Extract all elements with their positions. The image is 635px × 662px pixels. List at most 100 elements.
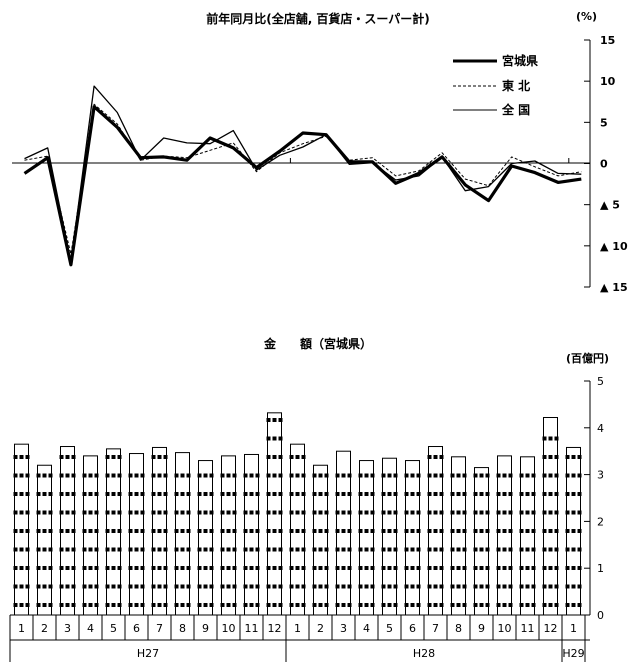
bar-pattern-dot [151,510,156,515]
bar-pattern-dot [88,566,93,570]
bar-pattern-dot [519,566,524,570]
bar-pattern-dot [485,566,490,570]
bar-pattern-dot [111,510,116,515]
bar-pattern-dot [554,436,559,441]
bar-pattern-dot [295,455,300,459]
bar-pattern-dot [295,603,300,607]
bar-pattern-dot [565,547,570,552]
bar-pattern-dot [289,566,294,570]
bar-pattern-dot [232,566,237,570]
bar-pattern-dot [496,603,501,607]
bar-pattern-dot [571,473,576,478]
bar-pattern-dot [416,584,421,589]
bar [519,456,536,616]
bar-pattern-dot [312,510,317,515]
bar-pattern-dot [387,584,392,589]
bar-pattern-dot [450,547,455,552]
bar-pattern-dot [255,584,260,589]
bar-pattern-dot [19,510,24,515]
bar-x-tick-label: 1 [570,622,577,635]
bar-pattern-dot [433,603,438,607]
bar-pattern-dot [577,547,582,552]
bar-pattern-dot [82,510,87,515]
bar-pattern-dot [226,547,231,552]
bar-pattern-dot [335,603,340,607]
bar-pattern-dot [485,473,490,478]
bar-pattern-dot [13,473,18,478]
bar-pattern-dot [117,547,122,552]
bar-pattern-dot [439,455,444,459]
bar-pattern-dot [157,473,162,478]
bar-pattern-dot [496,510,501,515]
bar-pattern-dot [48,473,53,478]
bar-pattern-dot [88,584,93,589]
bar-pattern-dot [266,473,271,478]
bar-pattern-dot [243,566,248,570]
bar [358,460,375,616]
bar-pattern-dot [479,603,484,607]
bar [174,452,191,616]
bar-pattern-dot [433,455,438,459]
bar-pattern-dot [531,492,536,496]
bar-pattern-dot [255,547,260,552]
bar-rect [474,467,489,616]
bar-pattern-dot [508,529,513,533]
bar-pattern-dot [416,547,421,552]
bar-pattern-dot [151,455,156,459]
bar-pattern-dot [473,584,478,589]
series-line-national [24,85,582,263]
bar-pattern-dot [479,473,484,478]
bar-pattern-dot [370,492,375,496]
bar-pattern-dot [542,566,547,570]
bar-pattern-dot [571,455,576,459]
bar-pattern-dot [312,473,317,478]
bar-pattern-dot [48,547,53,552]
bar-group-label: H27 [137,647,159,660]
bar-y-tick-label: 2 [597,515,604,528]
bar-pattern-dot [249,547,254,552]
bar-pattern-dot [439,510,444,515]
bar-pattern-dot [577,473,582,478]
bar-pattern-dot [65,547,70,552]
line-y-tick-label: ▲ 15 [600,281,628,294]
bar-pattern-dot [255,492,260,496]
bar-pattern-dot [502,510,507,515]
bar-rect [451,456,466,616]
bar-pattern-dot [249,603,254,607]
bar-pattern-dot [370,529,375,533]
bar-pattern-dot [65,566,70,570]
bar-rect [37,464,52,616]
bar-pattern-dot [387,603,392,607]
bar-pattern-dot [410,492,415,496]
bar-pattern-dot [226,492,231,496]
bar-pattern-dot [295,566,300,570]
bar-pattern-dot [542,455,547,459]
bar-group-label: H29 [562,647,584,660]
bar-pattern-dot [479,492,484,496]
bar-pattern-dot [128,510,133,515]
bar-pattern-dot [249,473,254,478]
bar-pattern-dot [19,473,24,478]
bar-pattern-dot [565,603,570,607]
bar-pattern-dot [255,566,260,570]
bar-pattern-dot [577,510,582,515]
bar-rect [83,455,98,616]
bar-pattern-dot [157,566,162,570]
bar-pattern-dot [301,529,306,533]
bar-pattern-dot [243,510,248,515]
bar-pattern-dot [163,492,168,496]
bar-pattern-dot [393,584,398,589]
bar-pattern-dot [531,603,536,607]
bar-pattern-dot [232,492,237,496]
bar-pattern-dot [48,510,53,515]
bar-pattern-dot [439,473,444,478]
bar-pattern-dot [209,473,214,478]
bar-pattern-dot [312,584,317,589]
bar-rect [520,456,535,616]
bar-pattern-dot [157,547,162,552]
bar-pattern-dot [42,492,47,496]
bar-pattern-dot [13,584,18,589]
bar-pattern-dot [525,584,530,589]
bar-pattern-dot [272,455,277,459]
bar-pattern-dot [387,473,392,478]
